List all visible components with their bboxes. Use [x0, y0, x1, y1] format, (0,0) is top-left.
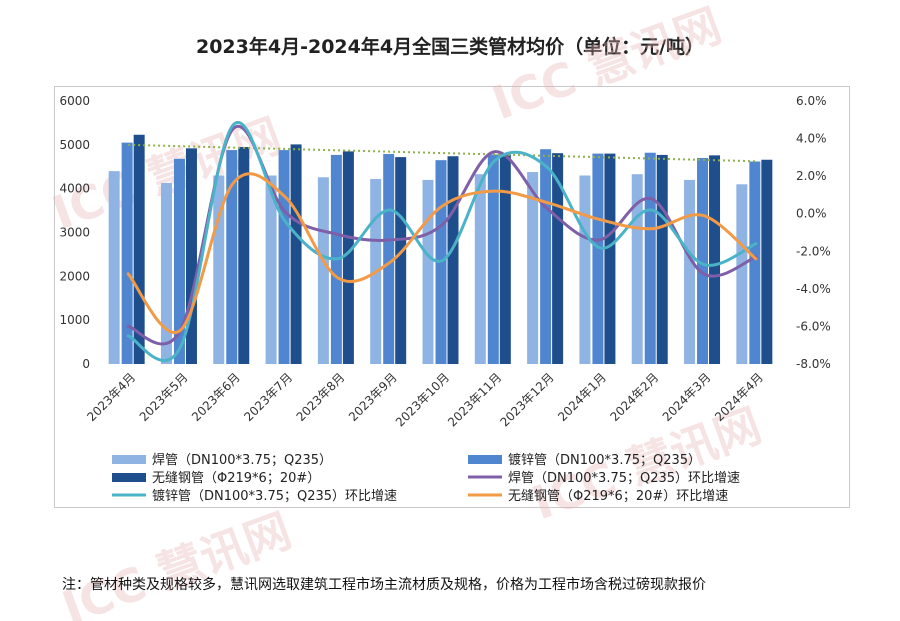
legend-label: 镀锌管（DN100*3.75；Q235）环比增速: [152, 488, 397, 504]
bar: [761, 159, 773, 364]
right-axis-tick: 2.0%: [796, 169, 827, 183]
bar: [697, 157, 709, 364]
bar: [579, 175, 591, 364]
bar: [527, 172, 539, 364]
footnote: 注：管材种类及规格较多，慧讯网选取建筑工程市场主流材质及规格，价格为工程市场含税…: [62, 577, 706, 593]
bar: [499, 154, 511, 364]
watermark-text: ICC 慧讯网: [485, 0, 728, 130]
legend: 焊管（DN100*3.75；Q235） 镀锌管（DN100*3.75；Q235） 无…: [112, 452, 740, 504]
bar: [213, 175, 225, 364]
legend-swatch: [112, 455, 146, 464]
x-axis-label: 2023年8月: [294, 370, 348, 424]
chart-frame: [54, 86, 850, 508]
bar: [173, 158, 185, 364]
x-axis-label: 2023年7月: [241, 370, 295, 424]
bar: [265, 175, 277, 364]
legend-swatch: [112, 473, 146, 482]
x-axis-label: 2023年10月: [393, 370, 452, 429]
bar: [540, 149, 552, 364]
growth-line: [126, 172, 758, 334]
x-axis-label: 2023年5月: [137, 370, 191, 424]
chart-title: 2023年4月-2024年4月全国三类管材均价（单位：元/吨）: [195, 36, 705, 58]
right-axis-tick: 6.0%: [796, 94, 827, 108]
bar: [709, 155, 721, 364]
bar: [290, 144, 302, 364]
x-axis-label: 2024年1月: [555, 370, 609, 424]
bar: [226, 150, 238, 364]
right-axis-tick: -6.0%: [796, 319, 831, 333]
bar: [684, 179, 696, 364]
legend-swatch: [468, 455, 502, 464]
bar: [592, 153, 604, 364]
bar: [552, 153, 564, 364]
bar: [631, 174, 643, 364]
bar: [108, 171, 120, 364]
left-axis-tick: 2000: [59, 269, 90, 283]
bar: [278, 150, 290, 364]
bar: [749, 161, 761, 364]
x-axis-label: 2023年12月: [497, 370, 556, 429]
x-axis-label: 2023年6月: [189, 370, 243, 424]
bar: [383, 154, 395, 364]
bar: [317, 177, 329, 364]
x-axis-label: 2024年2月: [607, 370, 661, 424]
bar: [656, 154, 668, 364]
bar: [487, 154, 499, 364]
left-axis-tick: 0: [82, 357, 90, 371]
bar: [604, 153, 616, 364]
legend-label: 无缝钢管（Φ219*6；20#）: [152, 471, 320, 486]
bar: [395, 157, 407, 364]
watermark-text: ICC 慧讯网: [55, 503, 298, 621]
bar: [185, 148, 197, 364]
right-axis-tick: -2.0%: [796, 244, 831, 258]
bar: [644, 152, 656, 364]
left-axis-tick: 5000: [59, 138, 90, 152]
right-axis-tick: 4.0%: [796, 132, 827, 146]
bar: [342, 151, 354, 364]
bar: [422, 179, 434, 364]
legend-label: 镀锌管（DN100*3.75；Q235）: [508, 452, 701, 468]
right-axis-tick: -8.0%: [796, 357, 831, 371]
x-axis-label: 2023年4月: [84, 370, 138, 424]
bar: [133, 134, 145, 364]
left-axis-tick: 4000: [59, 182, 90, 196]
x-axis-label: 2023年11月: [445, 370, 504, 429]
legend-label: 焊管（DN100*3.75；Q235）环比增速: [508, 470, 740, 486]
left-axis-tick: 3000: [59, 226, 90, 240]
right-axis-tick: -4.0%: [796, 282, 831, 296]
x-axis-label: 2023年9月: [346, 370, 400, 424]
bar: [238, 147, 250, 364]
legend-label: 焊管（DN100*3.75；Q235）: [152, 452, 332, 468]
line-layer: [126, 121, 758, 362]
legend-label: 无缝钢管（Φ219*6；20#）环比增速: [508, 489, 728, 504]
bar: [736, 184, 748, 364]
right-axis-tick: 0.0%: [796, 207, 827, 221]
bar: [474, 174, 486, 364]
bar: [447, 156, 459, 364]
bar: [121, 142, 133, 364]
x-axis-labels: 2023年4月2023年5月2023年6月2023年7月2023年8月2023年…: [84, 370, 766, 429]
bar: [160, 182, 172, 364]
growth-line: [126, 121, 758, 362]
left-axis-tick: 1000: [59, 313, 90, 327]
left-axis: 0 1000 2000 3000 4000 5000 6000: [59, 94, 90, 371]
right-axis: 6.0% 4.0% 2.0% 0.0% -2.0% -4.0% -6.0% -8.0%: [796, 94, 831, 371]
left-axis-tick: 6000: [59, 94, 90, 108]
bar-layer: [108, 134, 773, 364]
